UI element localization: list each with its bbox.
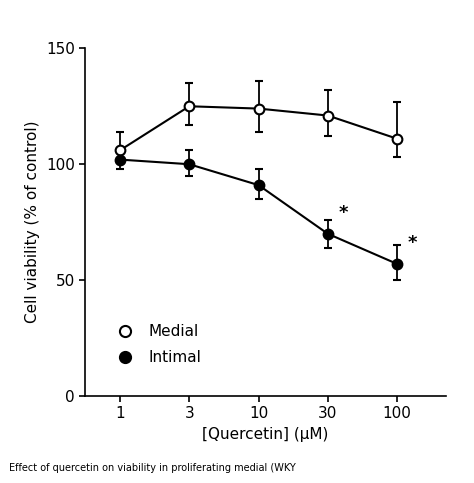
Y-axis label: Cell viability (% of control): Cell viability (% of control) (26, 121, 40, 324)
Text: *: * (338, 204, 348, 222)
X-axis label: [Quercetin] (μM): [Quercetin] (μM) (202, 427, 328, 442)
Text: *: * (408, 234, 417, 252)
Legend: Medial, Intimal: Medial, Intimal (104, 318, 207, 371)
Text: Effect of quercetin on viability in proliferating medial (WKY: Effect of quercetin on viability in prol… (9, 463, 296, 473)
